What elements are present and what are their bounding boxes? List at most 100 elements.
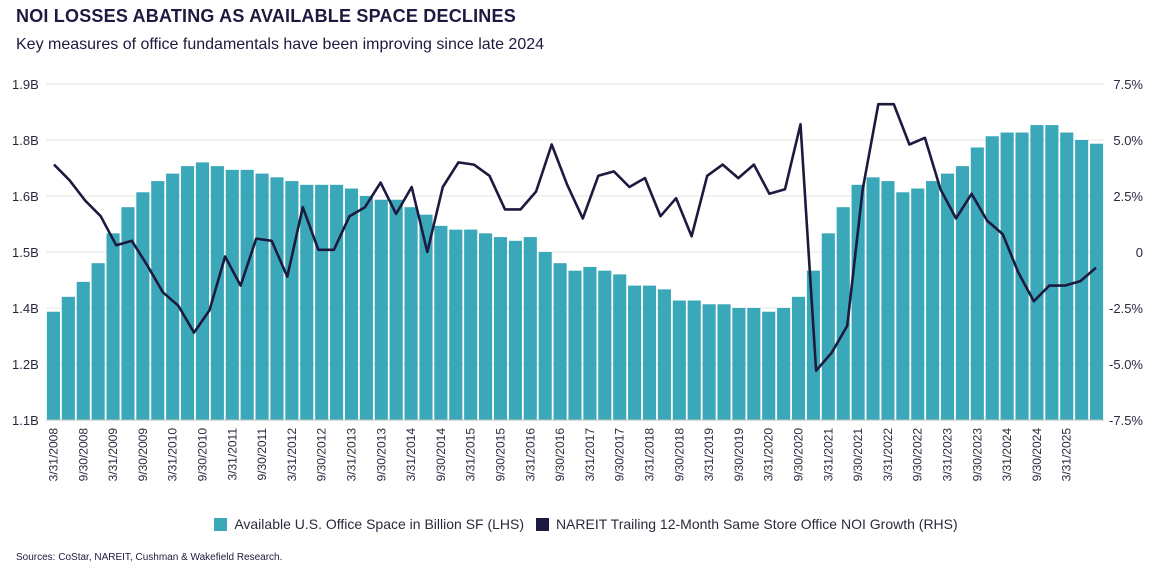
bar-series	[46, 125, 1104, 421]
bar	[523, 237, 537, 420]
x-tick-label: 9/30/2016	[553, 428, 567, 482]
legend-swatch-line	[535, 517, 549, 531]
bar	[166, 173, 180, 420]
x-tick-label: 9/30/2022	[911, 428, 925, 482]
bar	[419, 214, 433, 420]
x-tick-label: 9/30/2019	[732, 428, 746, 482]
bar	[1060, 132, 1074, 421]
bar	[210, 166, 224, 420]
legend-label-bars: Available U.S. Office Space in Billion S…	[234, 516, 525, 532]
left-tick-label: 1.9B	[12, 77, 39, 92]
bar	[195, 162, 210, 420]
right-tick-label: -5.0%	[1109, 357, 1143, 372]
bar	[404, 207, 418, 420]
source-note: Sources: CoStar, NAREIT, Cushman & Wakef…	[16, 552, 283, 563]
left-tick-label: 1.4B	[12, 301, 39, 316]
bar	[434, 225, 448, 420]
bar	[553, 263, 567, 420]
x-tick-label: 3/31/2023	[941, 428, 955, 482]
bar	[508, 240, 522, 420]
left-tick-label: 1.6B	[12, 189, 39, 204]
bar	[344, 188, 359, 420]
x-tick-label: 9/30/2010	[196, 428, 210, 482]
legend-swatch-bar	[214, 517, 228, 531]
bar	[479, 233, 493, 420]
bar	[285, 181, 299, 420]
bar	[940, 173, 955, 420]
x-tick-label: 9/30/2020	[792, 428, 806, 482]
x-tick-label: 9/30/2015	[494, 428, 508, 482]
bar	[181, 166, 195, 420]
bar	[151, 181, 165, 420]
bar	[1015, 132, 1029, 421]
x-tick-label: 9/30/2024	[1030, 428, 1044, 482]
bar	[91, 263, 105, 420]
x-tick-label: 3/31/2025	[1060, 428, 1074, 482]
bar	[538, 252, 552, 420]
bar	[1000, 132, 1014, 421]
bar	[464, 229, 478, 420]
x-tick-label: 3/31/2019	[702, 428, 716, 482]
bar	[240, 169, 254, 420]
x-tick-label: 3/31/2018	[643, 428, 657, 482]
bar	[687, 300, 701, 420]
bar	[836, 207, 850, 420]
x-tick-label: 3/31/2016	[523, 428, 537, 482]
bar	[717, 304, 731, 420]
bar	[1045, 125, 1059, 421]
x-tick-label: 9/30/2011	[255, 428, 269, 481]
left-tick-label: 1.1B	[12, 413, 39, 428]
bar	[300, 184, 314, 420]
x-tick-label: 3/31/2024	[1000, 428, 1014, 482]
bar	[791, 296, 806, 420]
bar	[851, 184, 865, 420]
legend: Available U.S. Office Space in Billion S…	[0, 516, 1172, 534]
legend-item-bars: Available U.S. Office Space in Billion S…	[214, 516, 524, 532]
x-tick-label: 3/31/2017	[583, 428, 597, 482]
x-tick-label: 9/30/2009	[136, 428, 150, 482]
x-tick-label: 9/30/2012	[315, 428, 329, 482]
bar	[762, 311, 776, 420]
x-tick-label: 9/30/2023	[970, 428, 984, 482]
bar	[583, 266, 597, 420]
bar	[1030, 125, 1044, 421]
bar	[896, 192, 910, 420]
bar	[449, 229, 463, 420]
noi-growth-line	[53, 102, 1097, 373]
x-tick-label: 3/31/2011	[225, 428, 239, 481]
left-tick-label: 1.5B	[12, 245, 39, 260]
bar	[359, 196, 373, 420]
bar	[985, 136, 999, 420]
x-tick-label: 3/31/2021	[821, 428, 835, 482]
bar	[136, 192, 150, 420]
x-tick-label: 9/30/2013	[374, 428, 388, 482]
x-tick-label: 3/31/2014	[404, 428, 418, 482]
bar	[702, 304, 716, 420]
x-tick-label: 3/31/2020	[762, 428, 776, 482]
right-tick-label: 7.5%	[1113, 77, 1143, 92]
bar	[315, 184, 329, 420]
bar	[881, 181, 895, 420]
x-tick-label: 3/31/2013	[345, 428, 359, 482]
x-tick-label: 9/30/2017	[613, 428, 627, 482]
bar	[46, 311, 61, 420]
right-tick-label: -2.5%	[1109, 301, 1143, 316]
bar	[76, 281, 90, 420]
line-series	[53, 102, 1097, 373]
right-tick-label: 2.5%	[1113, 189, 1143, 204]
bar	[106, 233, 120, 420]
bar	[598, 270, 612, 420]
bar	[270, 177, 284, 420]
bar	[61, 296, 75, 420]
bar	[672, 300, 686, 420]
x-tick-label: 9/30/2008	[76, 428, 90, 482]
bar	[568, 270, 582, 420]
bar	[1089, 143, 1104, 420]
bar	[330, 184, 344, 420]
bar	[777, 308, 791, 420]
legend-item-line: NAREIT Trailing 12-Month Same Store Offi…	[535, 516, 958, 532]
bar	[642, 285, 657, 420]
bar	[866, 177, 880, 420]
x-tick-label: 3/31/2015	[464, 428, 478, 482]
left-tick-label: 1.2B	[12, 357, 39, 372]
